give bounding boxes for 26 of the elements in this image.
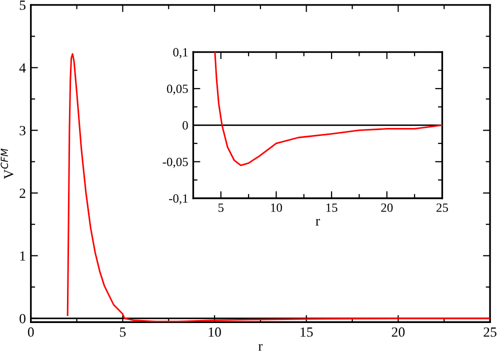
y-axis-title: V$^{CFM}$ bbox=[0, 148, 14, 180]
x-axis-title: r bbox=[316, 218, 320, 226]
x-tick-label: 25 bbox=[484, 327, 496, 337]
x-tick-label: 20 bbox=[381, 203, 393, 212]
x-axis-title: r bbox=[258, 344, 263, 351]
y-tick-label: 2 bbox=[20, 188, 26, 198]
y-tick-label: 0 bbox=[20, 314, 26, 324]
x-tick-label: 10 bbox=[271, 203, 282, 212]
y-tick-label: 3 bbox=[20, 126, 26, 136]
y-tick-label: 0,1 bbox=[173, 48, 188, 58]
x-tick-label: 15 bbox=[300, 327, 313, 337]
y-tick-label: 1 bbox=[20, 251, 26, 261]
x-tick-label: 25 bbox=[436, 204, 448, 212]
x-tick-label: 10 bbox=[208, 327, 221, 337]
y-tick-label: 5 bbox=[20, 0, 26, 10]
y-tick-label: -0,05 bbox=[162, 158, 188, 168]
line-series bbox=[214, 52, 442, 166]
x-tick-label: 20 bbox=[392, 327, 405, 337]
x-tick-label: 5 bbox=[120, 328, 126, 337]
y-tick-label: 0,05 bbox=[166, 84, 188, 95]
x-tick-label: 15 bbox=[326, 204, 338, 212]
y-tick-label: -0,1 bbox=[169, 194, 188, 204]
x-tick-label: 5 bbox=[218, 204, 224, 212]
y-tick-label: 0 bbox=[182, 121, 188, 130]
x-tick-label: 0 bbox=[28, 327, 34, 337]
y-tick-label: 4 bbox=[19, 63, 26, 72]
